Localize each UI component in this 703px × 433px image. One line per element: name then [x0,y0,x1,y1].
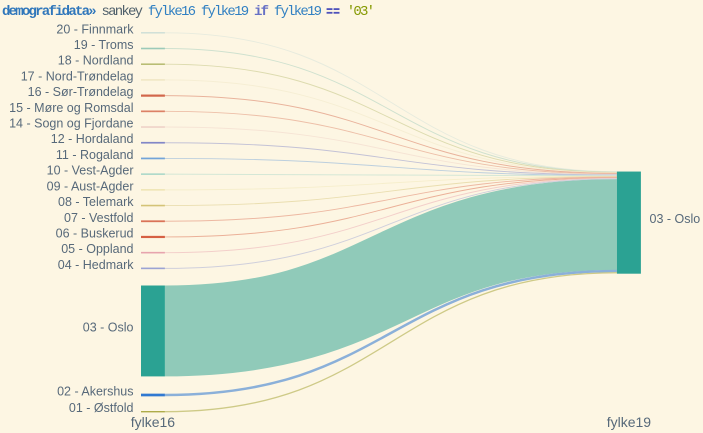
svg-text:05 - Oppland: 05 - Oppland [61,242,133,256]
svg-text:fylke16 fylke19: fylke16 fylke19 [148,4,249,20]
svg-text:12 - Hordaland: 12 - Hordaland [51,132,134,146]
svg-text:19 - Troms: 19 - Troms [74,38,134,52]
svg-text:18 - Nordland: 18 - Nordland [58,54,134,68]
svg-text:02 - Akershus: 02 - Akershus [57,385,133,399]
svg-text:20 - Finnmark: 20 - Finnmark [56,22,134,36]
svg-text:15 - Møre og Romsdal: 15 - Møre og Romsdal [9,101,133,115]
svg-text:fylke16: fylke16 [131,414,176,430]
svg-text:fylke19: fylke19 [607,414,652,430]
svg-text:sankey: sankey [101,4,142,20]
svg-text:06 - Buskerud: 06 - Buskerud [56,226,134,240]
svg-text:01 - Østfold: 01 - Østfold [69,401,134,415]
svg-text:11 - Rogaland: 11 - Rogaland [56,148,134,162]
svg-text:17 - Nord-Trøndelag: 17 - Nord-Trøndelag [21,69,134,83]
svg-text:04 - Hedmark: 04 - Hedmark [58,258,134,272]
svg-text:14 - Sogn og Fjordane: 14 - Sogn og Fjordane [9,117,133,131]
svg-text:03 - Oslo: 03 - Oslo [650,212,701,226]
svg-text:if: if [254,4,269,20]
svg-text:fylke19: fylke19 [274,4,322,20]
svg-text:16 - Sør-Trøndelag: 16 - Sør-Trøndelag [28,85,134,99]
svg-text:08 - Telemark: 08 - Telemark [58,195,134,209]
svg-text:demografidata»: demografidata» [2,4,96,20]
svg-text:07 - Vestfold: 07 - Vestfold [64,211,134,225]
svg-text:09 - Aust-Agder: 09 - Aust-Agder [47,179,134,193]
svg-text:03 - Oslo: 03 - Oslo [83,320,134,334]
svg-text:10 - Vest-Agder: 10 - Vest-Agder [47,164,134,178]
svg-text:'03': '03' [347,4,374,20]
